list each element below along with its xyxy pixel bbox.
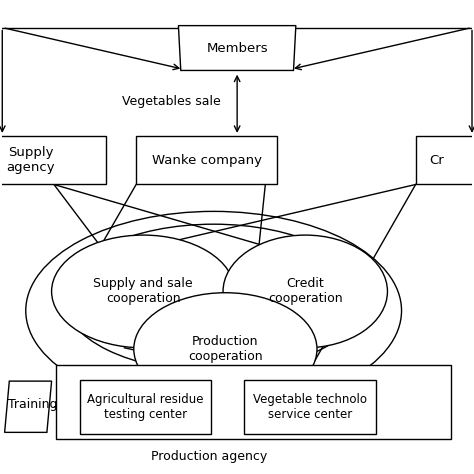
Text: Agricultural residue
testing center: Agricultural residue testing center [87,393,204,421]
FancyBboxPatch shape [56,365,451,439]
Ellipse shape [64,224,364,372]
Text: Supply and sale
cooperation: Supply and sale cooperation [93,277,193,305]
Text: Credit
cooperation: Credit cooperation [268,277,343,305]
FancyBboxPatch shape [244,380,376,434]
FancyBboxPatch shape [136,136,277,184]
FancyBboxPatch shape [80,380,211,434]
Text: Members: Members [206,42,268,55]
Ellipse shape [223,235,387,348]
Ellipse shape [26,211,401,410]
Text: Production agency: Production agency [151,449,267,463]
FancyBboxPatch shape [0,136,106,184]
Ellipse shape [134,293,317,405]
Text: Production
cooperation: Production cooperation [188,335,263,363]
Polygon shape [178,26,296,71]
Text: Vegetable technolo
service center: Vegetable technolo service center [253,393,367,421]
Text: Supply
agency: Supply agency [6,146,55,174]
FancyBboxPatch shape [416,136,474,184]
Polygon shape [5,381,52,432]
Ellipse shape [52,235,235,348]
Text: Wanke company: Wanke company [152,154,262,167]
Text: Vegetables sale: Vegetables sale [122,95,221,108]
Text: Cr: Cr [430,154,445,167]
Text: Training: Training [8,398,57,411]
